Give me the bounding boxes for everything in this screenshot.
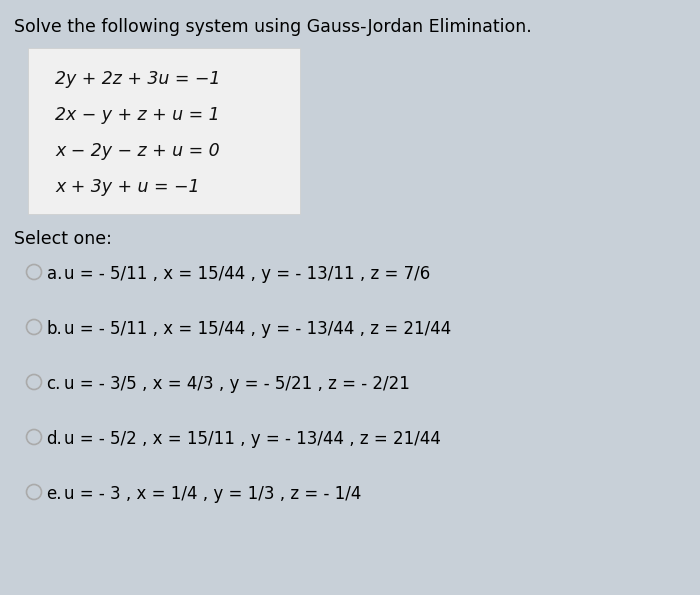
Text: x − 2y − z + u = 0: x − 2y − z + u = 0 <box>55 142 220 160</box>
Text: d.: d. <box>46 430 62 448</box>
Text: Solve the following system using Gauss-Jordan Elimination.: Solve the following system using Gauss-J… <box>14 18 532 36</box>
Text: u = - 5/11 , x = 15/44 , y = - 13/11 , z = 7/6: u = - 5/11 , x = 15/44 , y = - 13/11 , z… <box>64 265 430 283</box>
Text: u = - 3 , x = 1/4 , y = 1/3 , z = - 1/4: u = - 3 , x = 1/4 , y = 1/3 , z = - 1/4 <box>64 485 361 503</box>
Text: e.: e. <box>46 485 62 503</box>
Text: c.: c. <box>46 375 61 393</box>
Text: a.: a. <box>46 265 62 283</box>
Text: 2y + 2z + 3u = −1: 2y + 2z + 3u = −1 <box>55 70 220 88</box>
Text: 2x − y + z + u = 1: 2x − y + z + u = 1 <box>55 106 220 124</box>
Text: Select one:: Select one: <box>14 230 112 248</box>
Text: u = - 5/11 , x = 15/44 , y = - 13/44 , z = 21/44: u = - 5/11 , x = 15/44 , y = - 13/44 , z… <box>64 320 451 338</box>
Text: b.: b. <box>46 320 62 338</box>
Text: u = - 5/2 , x = 15/11 , y = - 13/44 , z = 21/44: u = - 5/2 , x = 15/11 , y = - 13/44 , z … <box>64 430 440 448</box>
Text: u = - 3/5 , x = 4/3 , y = - 5/21 , z = - 2/21: u = - 3/5 , x = 4/3 , y = - 5/21 , z = -… <box>64 375 410 393</box>
FancyBboxPatch shape <box>28 48 300 214</box>
Text: x + 3y + u = −1: x + 3y + u = −1 <box>55 178 199 196</box>
